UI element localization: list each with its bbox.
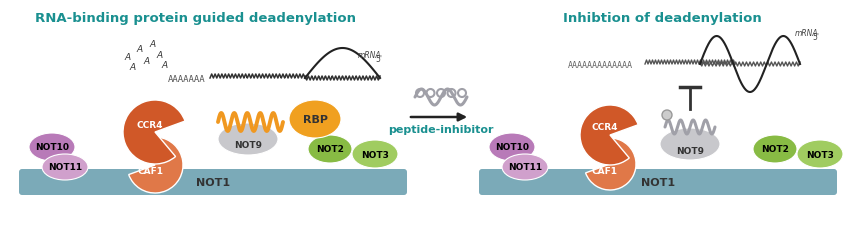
Ellipse shape	[753, 135, 797, 163]
Ellipse shape	[797, 140, 843, 168]
Text: NOT2: NOT2	[761, 145, 789, 154]
Text: NOT3: NOT3	[806, 150, 834, 159]
Text: NOT11: NOT11	[508, 163, 542, 172]
Text: 5': 5'	[812, 33, 819, 42]
Text: A: A	[157, 51, 163, 60]
Wedge shape	[129, 137, 183, 193]
Text: NOT2: NOT2	[316, 145, 344, 154]
Wedge shape	[586, 138, 636, 190]
Text: A: A	[137, 45, 143, 54]
Ellipse shape	[352, 140, 398, 168]
Text: A: A	[150, 40, 156, 49]
Text: NOT10: NOT10	[35, 143, 69, 152]
Text: CCR4: CCR4	[592, 123, 618, 132]
Text: A: A	[144, 57, 150, 66]
Text: AAAAAAAAAAAAA: AAAAAAAAAAAAA	[568, 60, 633, 69]
Text: NOT9: NOT9	[234, 141, 262, 150]
Text: AAAAAAA: AAAAAAA	[168, 75, 205, 84]
Wedge shape	[123, 101, 185, 164]
Ellipse shape	[308, 135, 352, 163]
Ellipse shape	[218, 123, 278, 155]
FancyBboxPatch shape	[479, 169, 837, 195]
Ellipse shape	[489, 133, 535, 161]
Ellipse shape	[502, 154, 548, 180]
Text: NOT3: NOT3	[361, 150, 389, 159]
Text: CAF1: CAF1	[592, 166, 618, 175]
Wedge shape	[580, 106, 639, 165]
Ellipse shape	[42, 154, 88, 180]
Ellipse shape	[660, 128, 720, 160]
Text: peptide-inhibitor: peptide-inhibitor	[388, 124, 494, 134]
Text: RNA-binding protein guided deadenylation: RNA-binding protein guided deadenylation	[35, 11, 355, 24]
Text: mRNA: mRNA	[795, 29, 818, 38]
Text: A: A	[130, 63, 136, 72]
Text: A: A	[162, 61, 168, 70]
Text: A: A	[125, 53, 131, 62]
Text: CCR4: CCR4	[137, 121, 164, 130]
FancyBboxPatch shape	[19, 169, 407, 195]
Text: NOT10: NOT10	[495, 143, 529, 152]
Text: Inhibtion of deadenylation: Inhibtion of deadenylation	[562, 11, 762, 24]
Text: NOT1: NOT1	[641, 177, 675, 187]
Text: CAF1: CAF1	[137, 167, 163, 176]
Circle shape	[662, 111, 672, 121]
Text: NOT1: NOT1	[196, 177, 230, 187]
Text: 5': 5'	[375, 55, 382, 64]
Text: NOT9: NOT9	[676, 146, 704, 155]
Ellipse shape	[289, 101, 341, 138]
Text: mRNA: mRNA	[358, 51, 382, 60]
Text: RBP: RBP	[303, 114, 327, 124]
Text: NOT11: NOT11	[48, 163, 82, 172]
Ellipse shape	[29, 133, 75, 161]
